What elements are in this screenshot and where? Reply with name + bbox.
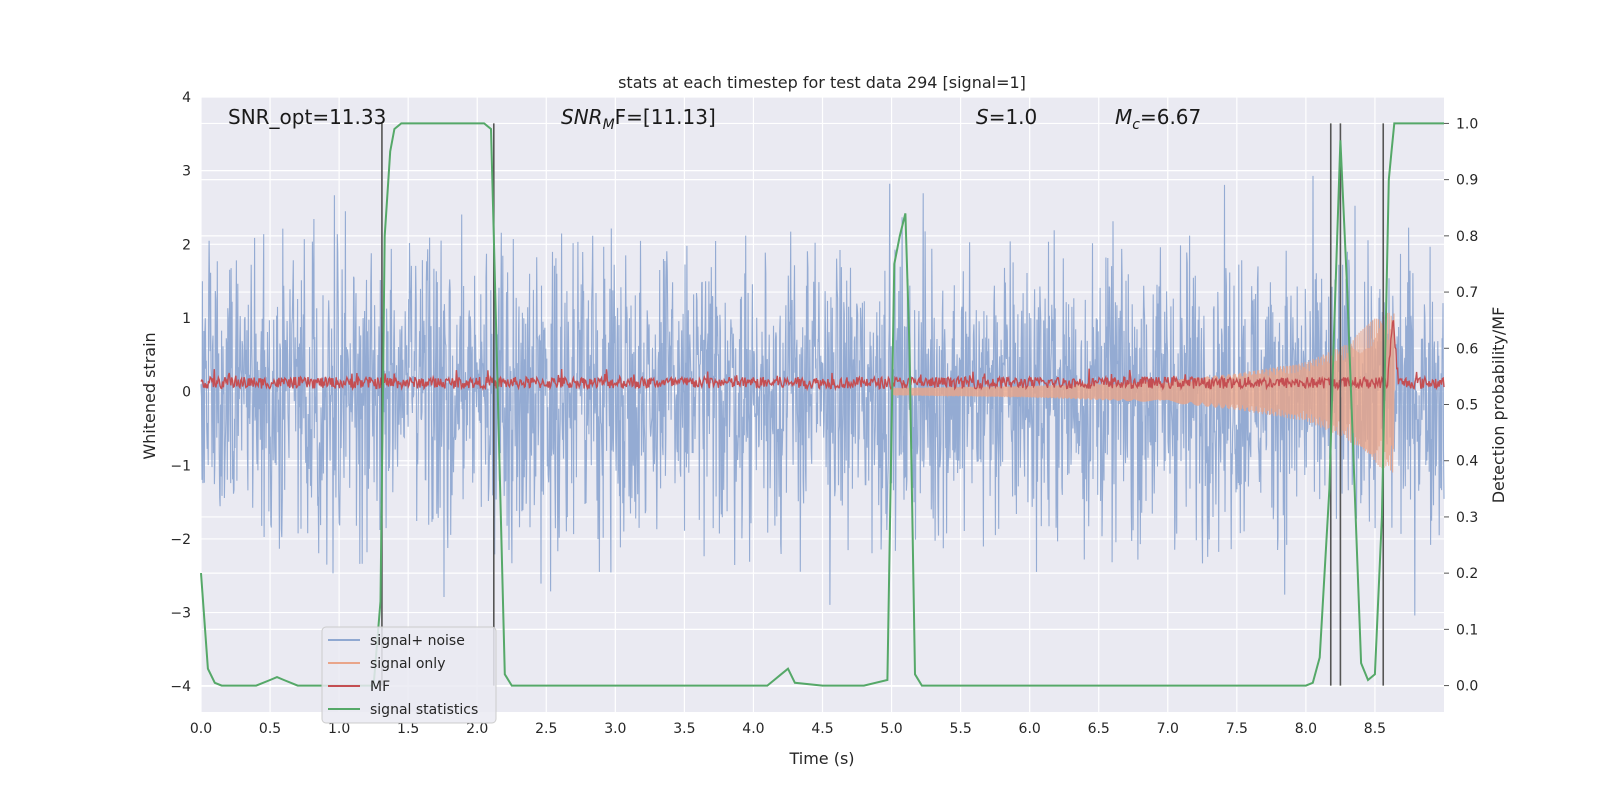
y-tick-label: −1 (170, 458, 191, 474)
y-tick-label: 0 (182, 385, 191, 401)
annotation-mc: Mc=6.67 (1115, 105, 1201, 133)
annotation-snr-mf: SNRMF=[11.13] (561, 105, 716, 133)
y2-tick-label: 1.0 (1456, 116, 1478, 132)
y2-tick-label: 0.4 (1456, 454, 1478, 470)
x-tick-label: 8.0 (1295, 721, 1317, 737)
signal-statistics-series (200, 122, 1444, 687)
x-tick-label: 1.0 (328, 721, 350, 737)
x-tick-label: 1.5 (397, 721, 419, 737)
x-tick-label: 3.0 (604, 721, 626, 737)
x-tick-label: 3.5 (673, 721, 695, 737)
y2-tick-label: 0.1 (1456, 622, 1478, 638)
legend-label-mf: MF (370, 679, 390, 695)
signal-noise-line (200, 175, 1445, 616)
x-tick-label: 5.0 (880, 721, 902, 737)
signal-only-line (891, 312, 1395, 473)
legend-box (321, 626, 497, 724)
annotation-s: S=1.0 (976, 105, 1037, 129)
x-tick-label: 8.5 (1364, 721, 1386, 737)
y-tick-label: −3 (170, 606, 191, 622)
y2-tick-label: 0.0 (1456, 679, 1478, 695)
x-tick-label: 6.5 (1088, 721, 1110, 737)
y-tick-label: 3 (182, 164, 191, 180)
y2-tick-label: 0.2 (1456, 566, 1478, 582)
x-tick-label: 4.0 (742, 721, 764, 737)
signal-only-series (891, 312, 1395, 473)
x-axis-label: Time (s) (788, 749, 854, 768)
y-tick-labels: 4 3 2 1 0 −1 −2 −3 −4 (170, 90, 191, 695)
y2-tick-label: 0.5 (1456, 398, 1478, 414)
x-tick-label: 7.5 (1226, 721, 1248, 737)
y2-tick-label: 0.7 (1456, 285, 1478, 301)
y2-tick-label: 0.3 (1456, 510, 1478, 526)
y-axis-label: Whitened strain (140, 332, 159, 459)
y2-tick-label: 0.6 (1456, 341, 1478, 357)
y-tick-label: 2 (182, 237, 191, 253)
legend-label-signal-noise: signal+ noise (370, 633, 465, 649)
chart-title: stats at each timestep for test data 294… (618, 73, 1026, 92)
signal-statistics-line (200, 122, 1444, 687)
x-tick-label: 2.0 (466, 721, 488, 737)
legend-label-signal-statistics: signal statistics (370, 702, 478, 718)
y2-tick-label: 0.9 (1456, 173, 1478, 189)
y2-axis-label: Detection probability/MF (1489, 307, 1508, 504)
y2-tick-labels: 1.0 0.9 0.8 0.7 0.6 0.5 0.4 0.3 0.2 0.1 0.0 (1444, 116, 1478, 695)
mf-line (200, 320, 1445, 392)
y-tick-label: 4 (182, 90, 191, 106)
grid-lines (200, 96, 1444, 712)
x-tick-label: 7.0 (1157, 721, 1179, 737)
x-tick-label: 5.5 (949, 721, 971, 737)
x-tick-label: 0.5 (259, 721, 281, 737)
x-tick-label: 4.5 (811, 721, 833, 737)
y-tick-label: −4 (170, 679, 191, 695)
signal-noise-series (200, 175, 1445, 616)
x-tick-label: 6.0 (1019, 721, 1041, 737)
legend: signal+ noise signal only MF signal stat… (321, 626, 497, 724)
y-tick-label: 1 (182, 311, 191, 327)
annotation-snr-opt: SNR_opt=11.33 (228, 105, 386, 129)
legend-label-signal-only: signal only (370, 656, 445, 672)
x-tick-label: 2.5 (535, 721, 557, 737)
mf-series (200, 320, 1445, 392)
x-tick-labels: 0.0 0.5 1.0 1.5 2.0 2.5 3.0 3.5 4.0 4.5 5.0 5.5 6.0 6… (190, 721, 1386, 737)
x-tick-label: 0.0 (190, 721, 212, 737)
y2-tick-label: 0.8 (1456, 229, 1478, 245)
y-tick-label: −2 (170, 532, 191, 548)
